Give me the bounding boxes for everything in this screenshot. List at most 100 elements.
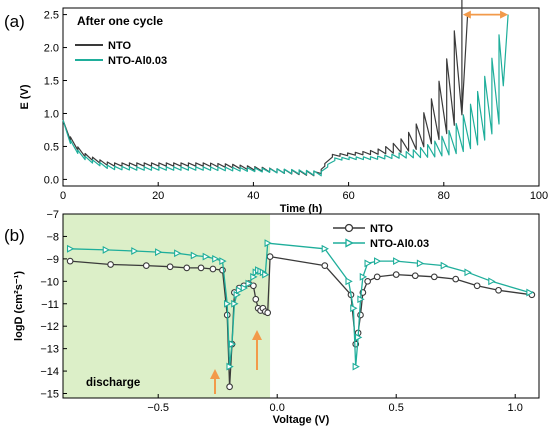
data-point-nto — [252, 295, 260, 303]
y-tick-label: −14 — [40, 366, 59, 378]
panel-b-y-ticks: −15 −14 −13 −12 −11 −10 −9 −8 −7 — [40, 209, 67, 401]
y-tick-label: 2.5 — [44, 10, 59, 22]
panel-a-label: (a) — [4, 12, 25, 31]
data-point-nto-al — [262, 270, 270, 279]
legend-b-marker-nto — [344, 223, 354, 233]
capacity-arrow-head-right — [500, 10, 509, 19]
panel-b-x-title: Voltage (V) — [273, 414, 330, 426]
data-point-nto-al — [224, 299, 232, 308]
x-tick-label: 0 — [60, 190, 66, 202]
data-point-nto — [107, 261, 114, 268]
data-point-nto-al — [231, 299, 239, 308]
data-point-nto — [264, 309, 272, 317]
data-point-nto-al — [440, 261, 448, 270]
y-tick-label: 0.5 — [44, 141, 59, 153]
data-point-nto-al — [174, 249, 182, 258]
panel-b-label: (b) — [4, 226, 25, 245]
panel-b: (b) −0.5 0.0 0.5 1.0 −15 −14 −13 −12 −11 −10 −9 −8… — [4, 209, 540, 426]
data-point-nto-al — [219, 257, 227, 266]
data-point-nto-al — [345, 277, 353, 286]
panel-b-y-title: logD (cm²s⁻¹) — [13, 271, 25, 341]
data-point-nto-al — [350, 304, 358, 313]
data-point-nto-al — [155, 248, 163, 257]
arrow-up-left-head — [210, 369, 220, 379]
y-tick-label: −11 — [41, 299, 59, 311]
data-point-nto — [266, 253, 274, 260]
y-tick-label: 1.0 — [44, 108, 59, 120]
data-point-nto-al — [357, 295, 365, 304]
x-tick-label: 40 — [247, 190, 259, 202]
x-tick-label: 60 — [342, 190, 354, 202]
data-point-nto — [392, 271, 400, 278]
x-tick-label: 100 — [530, 190, 548, 202]
y-tick-label: −7 — [46, 209, 59, 221]
data-point-nto — [495, 286, 502, 294]
data-point-nto-al — [212, 254, 220, 263]
data-point-nto — [430, 273, 438, 281]
discharge-region — [63, 214, 271, 398]
legend-b-label-nto: NTO — [370, 223, 393, 235]
x-tick-label: 0.5 — [389, 402, 404, 414]
data-point-nto-al — [393, 257, 401, 266]
panel-a-series — [62, 0, 509, 177]
data-point-nto — [197, 264, 205, 272]
legend-a-label-al: NTO-Al0.03 — [108, 55, 167, 67]
x-tick-label: 0.0 — [270, 402, 285, 414]
data-point-nto-al — [228, 340, 237, 349]
data-point-nto-al — [321, 244, 329, 253]
data-point-nto — [321, 262, 329, 269]
data-point-nto-al — [352, 362, 360, 371]
panel-a: (a) 0 20 40 60 80 100 0.0 0.5 1.0 1.5 2.0 2.5 Afte… — [4, 0, 548, 215]
data-point-nto-al — [131, 247, 139, 255]
y-tick-label: −10 — [40, 276, 59, 288]
panel-a-annotation: After one cycle — [77, 14, 163, 28]
data-point-nto-al — [364, 259, 372, 268]
panel-b-x-ticks: −0.5 0.0 0.5 1.0 — [147, 394, 523, 414]
panel-a-y-ticks: 0.0 0.5 1.0 1.5 2.0 2.5 — [44, 10, 67, 186]
data-point-nto-al — [226, 362, 234, 371]
data-point-nto — [183, 264, 191, 272]
data-point-nto-al — [359, 272, 368, 281]
data-point-nto-al — [354, 333, 363, 342]
y-tick-label: −15 — [40, 389, 59, 401]
data-point-nto-al — [488, 277, 496, 286]
legend-b-marker-al — [345, 238, 354, 248]
data-point-nto — [473, 282, 481, 290]
x-tick-label: −0.5 — [147, 402, 169, 414]
data-point-nto — [209, 265, 217, 273]
data-point-nto-al — [102, 245, 111, 254]
data-point-nto-al — [464, 268, 472, 277]
capacity-arrow-head-left — [462, 10, 471, 19]
y-tick-label: −9 — [46, 254, 59, 266]
panel-a-x-title: Time (h) — [280, 203, 323, 215]
y-tick-label: −12 — [40, 321, 59, 333]
data-point-nto-al — [190, 251, 199, 260]
data-point-nto-al — [264, 239, 272, 248]
panel-a-frame — [62, 7, 540, 187]
x-tick-label: 20 — [152, 190, 164, 202]
data-point-nto — [357, 311, 364, 319]
data-point-nto — [452, 275, 460, 283]
panel-a-x-ticks: 0 20 40 60 80 100 — [60, 182, 548, 202]
y-tick-label: 0.0 — [44, 174, 59, 186]
series-line-nto-al — [62, 14, 509, 177]
data-point-nto — [373, 273, 381, 281]
data-point-nto — [66, 257, 74, 265]
y-tick-label: −8 — [46, 231, 59, 243]
data-point-nto-al — [374, 257, 382, 266]
panel-a-legend: NTO NTO-Al0.03 — [75, 40, 167, 67]
x-tick-label: 1.0 — [508, 402, 523, 414]
panel-b-series — [66, 239, 536, 391]
data-point-nto-al — [526, 288, 534, 297]
discharge-label: discharge — [86, 377, 140, 389]
data-point-nto — [219, 266, 226, 274]
data-point-nto-al — [240, 284, 249, 292]
data-point-nto — [142, 262, 150, 269]
data-point-nto-al — [235, 286, 244, 295]
y-tick-label: −13 — [40, 344, 59, 356]
data-point-nto-al — [245, 279, 253, 288]
data-point-nto — [226, 383, 233, 391]
data-point-nto — [364, 277, 371, 285]
legend-b-label-al: NTO-Al0.03 — [370, 238, 429, 250]
